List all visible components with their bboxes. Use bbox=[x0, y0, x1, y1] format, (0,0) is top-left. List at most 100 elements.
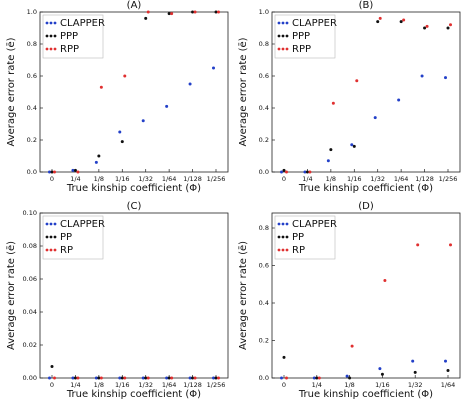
point bbox=[167, 12, 171, 16]
point bbox=[217, 376, 220, 380]
legend-label: PPP bbox=[60, 31, 78, 42]
point bbox=[378, 16, 382, 20]
legend-marker bbox=[281, 222, 285, 226]
point bbox=[120, 376, 124, 380]
x-tick-label: 1/4 bbox=[70, 381, 80, 389]
legend-label: RPP bbox=[292, 44, 311, 55]
x-tick-label: 1/128 bbox=[415, 175, 434, 183]
y-tick-label: 0.4 bbox=[259, 104, 269, 112]
point bbox=[350, 143, 354, 147]
y-tick-label: 0.4 bbox=[259, 299, 269, 307]
point bbox=[383, 279, 387, 282]
legend-marker bbox=[49, 222, 53, 226]
y-tick-label: 0.08 bbox=[23, 242, 37, 250]
point bbox=[449, 243, 452, 247]
y-tick-label: 0.6 bbox=[27, 72, 37, 80]
point bbox=[420, 74, 424, 78]
x-axis-label: True kinship coefficient (Φ) bbox=[298, 183, 433, 194]
point bbox=[402, 18, 406, 22]
x-tick-label: 1/8 bbox=[344, 381, 354, 389]
point bbox=[48, 376, 51, 380]
legend-marker bbox=[49, 21, 53, 25]
point bbox=[285, 170, 288, 174]
point bbox=[373, 116, 377, 120]
legend-marker bbox=[53, 222, 57, 226]
point bbox=[446, 369, 450, 372]
legend-label: PPP bbox=[292, 31, 310, 42]
point bbox=[214, 376, 218, 380]
point bbox=[97, 376, 101, 380]
legend-marker bbox=[281, 47, 285, 51]
y-axis-label: Average error rate (ē) bbox=[238, 241, 249, 350]
point bbox=[444, 359, 447, 363]
y-tick-label: 0.6 bbox=[259, 72, 269, 80]
x-tick-label: 1/256 bbox=[207, 175, 226, 183]
point bbox=[144, 16, 148, 20]
x-tick-label: 1/64 bbox=[162, 381, 177, 389]
point bbox=[120, 140, 124, 144]
point bbox=[144, 376, 148, 380]
legend-marker bbox=[277, 47, 281, 51]
legend-marker bbox=[53, 47, 57, 51]
y-tick-label: 0.0 bbox=[259, 168, 269, 176]
y-tick-label: 0.04 bbox=[23, 308, 37, 316]
point bbox=[71, 376, 75, 380]
point bbox=[193, 376, 197, 380]
point bbox=[76, 170, 80, 174]
panel-title: (A) bbox=[127, 0, 142, 11]
point bbox=[73, 376, 77, 380]
legend-marker bbox=[281, 21, 285, 25]
x-tick-label: 0 bbox=[50, 381, 54, 389]
legend-marker bbox=[285, 47, 289, 51]
x-tick-label: 0 bbox=[282, 381, 286, 389]
point bbox=[317, 376, 321, 380]
legend-label: RP bbox=[60, 245, 73, 256]
point bbox=[191, 10, 195, 14]
x-tick-label: 1/4 bbox=[312, 381, 322, 389]
point bbox=[214, 10, 218, 14]
plot-frame bbox=[271, 11, 461, 173]
x-tick-label: 1/16 bbox=[115, 175, 130, 183]
panel-title: (D) bbox=[358, 201, 374, 212]
legend-marker bbox=[45, 21, 49, 25]
point bbox=[191, 376, 195, 380]
legend-marker bbox=[45, 235, 49, 239]
legend-marker bbox=[277, 222, 281, 226]
legend-label: CLAPPER bbox=[60, 219, 105, 230]
point bbox=[280, 376, 283, 380]
y-tick-label: 0.0 bbox=[259, 374, 269, 382]
legend-marker bbox=[277, 34, 281, 38]
x-tick-label: 1/4 bbox=[302, 175, 312, 183]
legend-marker bbox=[45, 248, 49, 252]
point bbox=[345, 374, 349, 378]
legend-marker bbox=[49, 235, 53, 239]
point bbox=[118, 376, 122, 380]
point bbox=[397, 98, 401, 102]
point bbox=[350, 344, 354, 348]
y-tick-label: 0.8 bbox=[259, 40, 269, 48]
point bbox=[99, 376, 103, 380]
point bbox=[118, 130, 122, 134]
point bbox=[376, 20, 380, 24]
point bbox=[167, 376, 171, 380]
point bbox=[188, 376, 192, 380]
point bbox=[312, 376, 316, 380]
point bbox=[425, 24, 429, 28]
legend-marker bbox=[53, 21, 57, 25]
y-tick-label: 0.2 bbox=[27, 136, 37, 144]
x-tick-label: 1/64 bbox=[441, 381, 456, 389]
legend-marker bbox=[277, 248, 281, 252]
point bbox=[446, 26, 450, 30]
legend-marker bbox=[53, 248, 57, 252]
legend-marker bbox=[281, 248, 285, 252]
legend-marker bbox=[285, 21, 289, 25]
x-tick-label: 1/256 bbox=[207, 381, 226, 389]
legend-marker bbox=[281, 34, 285, 38]
legend-box bbox=[42, 215, 104, 260]
y-tick-label: 0.00 bbox=[23, 374, 37, 382]
x-tick-label: 1/32 bbox=[138, 175, 153, 183]
point bbox=[48, 170, 51, 174]
y-tick-label: 0.6 bbox=[259, 262, 269, 270]
point bbox=[123, 376, 127, 380]
point bbox=[146, 376, 150, 380]
